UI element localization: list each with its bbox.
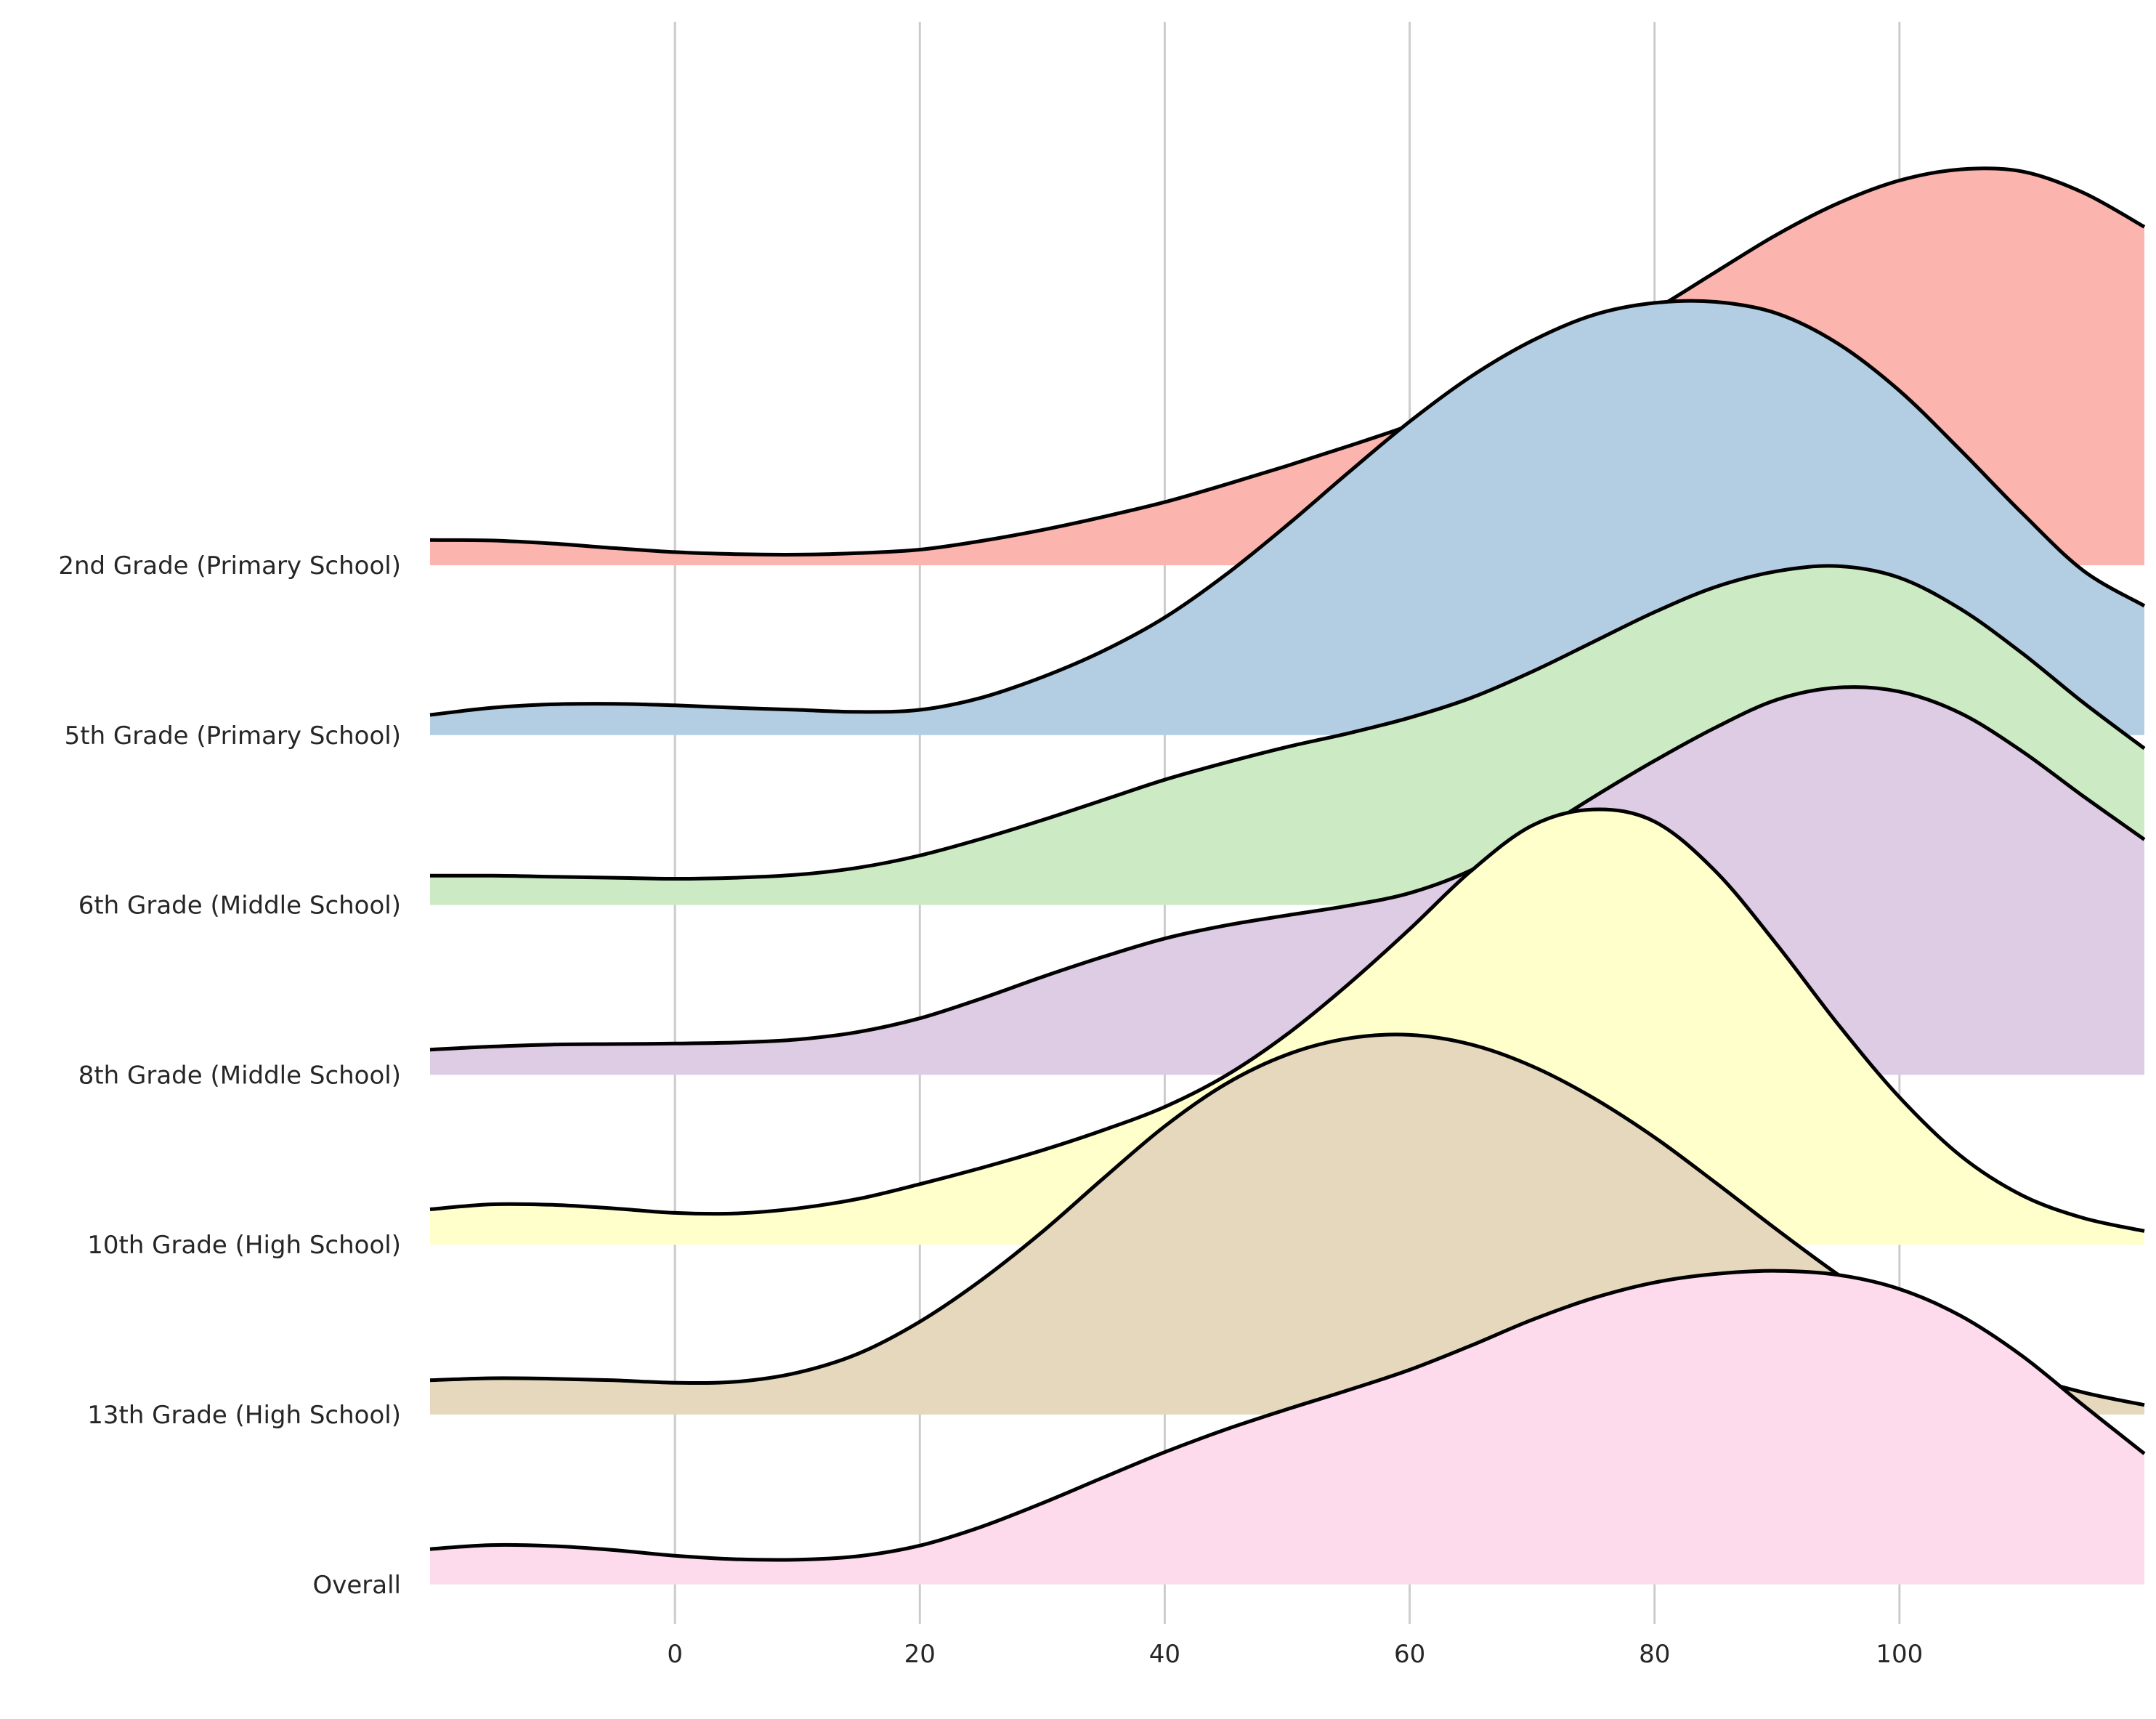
x-tick-label-40: 40 xyxy=(1149,1640,1180,1669)
x-tick-label-100: 100 xyxy=(1876,1640,1923,1669)
ridge-overall xyxy=(429,1269,2146,1585)
row-label-10th-grade-high-school: 10th Grade (High School) xyxy=(87,1231,401,1260)
row-label-8th-grade-middle-school: 8th Grade (Middle School) xyxy=(78,1061,401,1090)
x-axis-ticks: 0 20 40 60 80 100 xyxy=(667,1640,1923,1669)
row-label-5th-grade-primary-school: 5th Grade (Primary School) xyxy=(65,721,401,751)
ridge-outline-6th-grade-middle-school xyxy=(429,564,2146,881)
ridge-outline-5th-grade-primary-school xyxy=(429,299,2146,717)
ridge-outline-2nd-grade-primary-school xyxy=(429,166,2146,557)
ridge-area-overall xyxy=(430,1271,2144,1585)
ridge-area-10th-grade-high-school xyxy=(430,809,2144,1245)
x-tick-label-0: 0 xyxy=(667,1640,683,1669)
row-label-overall: Overall xyxy=(312,1571,401,1600)
ridge-outline-10th-grade-high-school xyxy=(429,807,2145,1233)
row-labels: 2nd Grade (Primary School) 5th Grade (Pri… xyxy=(58,551,401,1600)
ridge-outline-8th-grade-middle-school xyxy=(429,685,2146,1052)
row-label-6th-grade-middle-school: 6th Grade (Middle School) xyxy=(78,891,401,921)
x-tick-label-80: 80 xyxy=(1639,1640,1670,1669)
ridges xyxy=(429,166,2146,1585)
row-label-2nd-grade-primary-school: 2nd Grade (Primary School) xyxy=(58,551,401,581)
ridge-outline-overall xyxy=(429,1269,2146,1562)
row-label-13th-grade-high-school: 13th Grade (High School) xyxy=(87,1401,401,1430)
x-tick-label-60: 60 xyxy=(1394,1640,1425,1669)
ridge-10th-grade-high-school xyxy=(429,807,2145,1245)
x-tick-label-20: 20 xyxy=(904,1640,936,1669)
